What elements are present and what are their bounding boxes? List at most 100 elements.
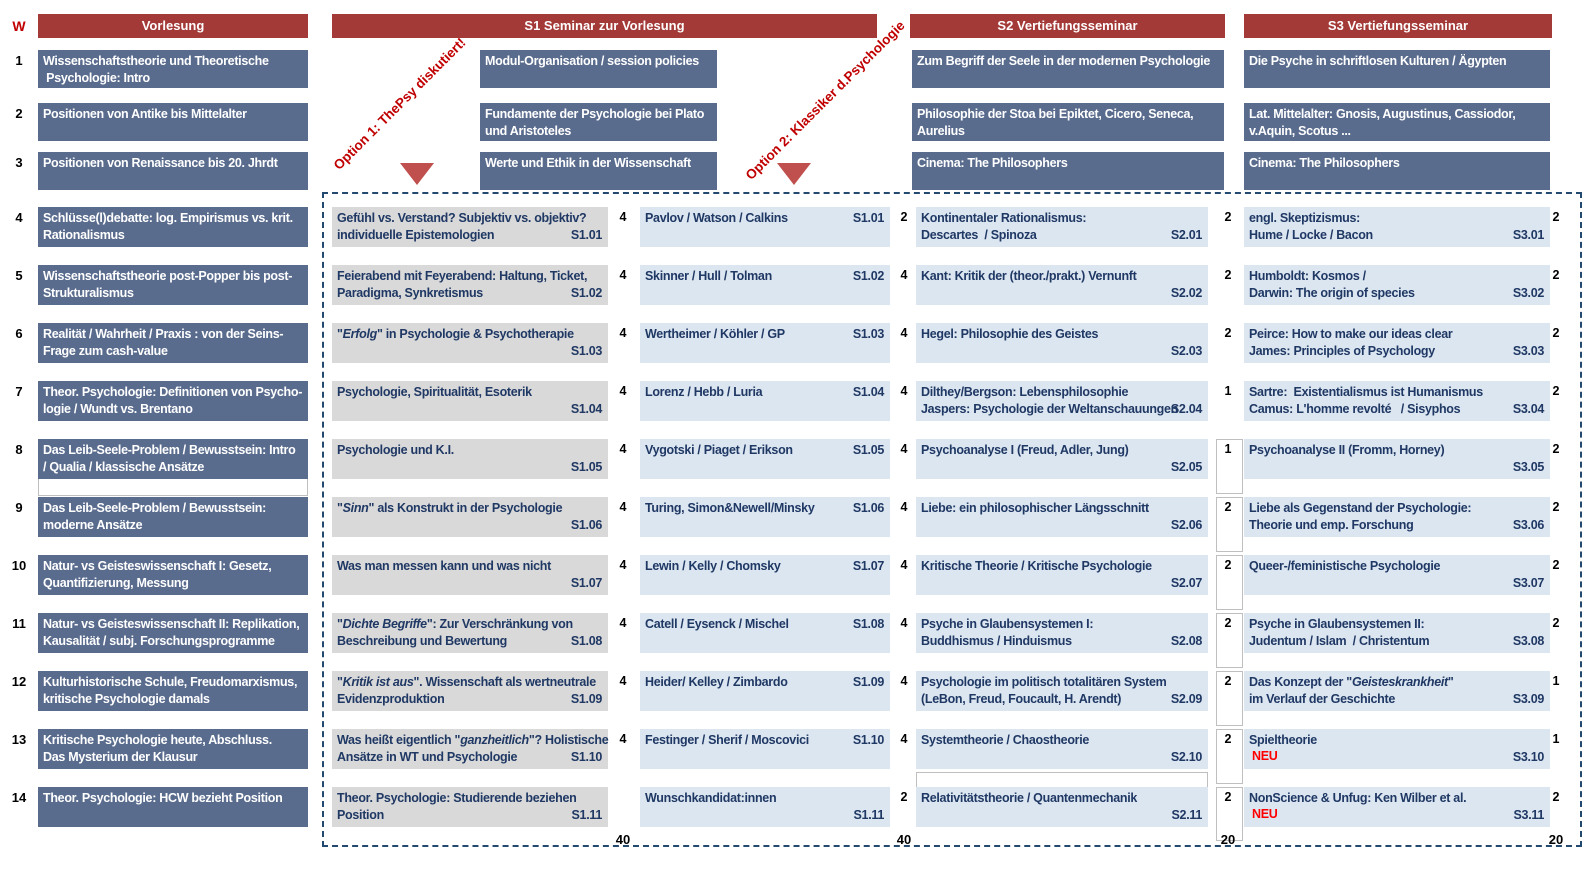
s1b-cell[interactable]: Skinner / Hull / Tolman S1.02 — [640, 265, 890, 305]
s2-cell[interactable]: Psychoanalyse I (Freud, Adler, Jung) S2.0… — [916, 439, 1208, 479]
s1a-cell[interactable]: "Erfolg" in Psychologie & Psychotherapie… — [332, 323, 608, 363]
s3-intro-cell[interactable]: Cinema: The Philosophers — [1244, 152, 1550, 190]
s3-cell[interactable]: Psychoanalyse II (Fromm, Horney) S3.05 — [1244, 439, 1550, 479]
slot-count[interactable]: 4 — [900, 384, 908, 398]
slot-count[interactable]: 2 — [1552, 210, 1560, 224]
s1b-cell[interactable]: Lorenz / Hebb / Luria S1.04 — [640, 381, 890, 421]
s3-cell[interactable]: Peirce: How to make our ideas clear Jame… — [1244, 323, 1550, 363]
slot-count[interactable]: 4 — [619, 442, 627, 456]
slot-count[interactable]: 2 — [1552, 500, 1560, 514]
slot-count[interactable]: 4 — [900, 616, 908, 630]
s2-cell[interactable]: Dilthey/Bergson: Lebensphilosophie Jaspe… — [916, 381, 1208, 421]
slot-count[interactable]: 4 — [619, 210, 627, 224]
vorlesung-cell[interactable]: Kritische Psychologie heute, Abschluss. … — [38, 729, 308, 769]
s2-cell[interactable]: Liebe: ein philosophischer Längsschnitt S… — [916, 497, 1208, 537]
s2-intro-cell[interactable]: Cinema: The Philosophers — [912, 152, 1224, 190]
s1b-cell[interactable]: Heider/ Kelley / Zimbardo S1.09 — [640, 671, 890, 711]
slot-count[interactable]: 2 — [1224, 326, 1232, 340]
slot-count[interactable]: 2 — [900, 210, 908, 224]
slot-count[interactable]: 2 — [1552, 442, 1560, 456]
week-number[interactable]: 2 — [15, 106, 23, 121]
vorlesung-cell[interactable]: Wissenschaftstheorie und Theoretische Ps… — [38, 50, 308, 88]
s1a-cell[interactable]: Theor. Psychologie: Studierende beziehen… — [332, 787, 608, 827]
slot-count[interactable]: 4 — [900, 268, 908, 282]
slot-count[interactable]: 2 — [1224, 210, 1232, 224]
slot-count[interactable]: 2 — [1224, 732, 1232, 746]
s1-header[interactable]: S1 Seminar zur Vorlesung — [332, 14, 877, 38]
week-number[interactable]: 13 — [11, 732, 27, 747]
total-s1a[interactable]: 40 — [615, 832, 631, 847]
vorlesung-cell[interactable]: Theor. Psychologie: HCW bezieht Position — [38, 787, 308, 827]
week-number[interactable]: 5 — [15, 268, 23, 283]
slot-count[interactable]: 2 — [1552, 790, 1560, 804]
slot-count[interactable]: 4 — [619, 268, 627, 282]
s1a-cell[interactable]: Was heißt eigentlich "ganzheitlich"? Hol… — [332, 729, 609, 769]
slot-count[interactable]: 2 — [1224, 674, 1232, 688]
week-number[interactable]: 4 — [15, 210, 23, 225]
slot-count[interactable]: 1 — [1552, 674, 1560, 688]
vorlesung-cell[interactable]: Kulturhistorische Schule, Freudomarxismu… — [38, 671, 308, 711]
slot-count[interactable]: 4 — [900, 732, 908, 746]
slot-count[interactable]: 4 — [900, 558, 908, 572]
vorlesung-cell[interactable]: Wissenschaftstheorie post-Popper bis pos… — [38, 265, 308, 305]
s2-cell[interactable]: Psyche in Glaubensystemen I: Buddhismus … — [916, 613, 1208, 653]
s2-intro-cell[interactable]: Philosophie der Stoa bei Epiktet, Cicero… — [912, 103, 1224, 141]
slot-count[interactable]: 2 — [1552, 268, 1560, 282]
slot-count[interactable]: 4 — [900, 674, 908, 688]
vorlesung-header[interactable]: Vorlesung — [38, 14, 308, 38]
slot-count[interactable]: 2 — [1224, 558, 1232, 572]
s3-intro-cell[interactable]: Die Psyche in schriftlosen Kulturen / Äg… — [1244, 50, 1550, 88]
vorlesung-cell[interactable]: Schlüsse(l)debatte: log. Empirismus vs. … — [38, 207, 308, 247]
s3-cell[interactable]: Humboldt: Kosmos / Darwin: The origin of… — [1244, 265, 1550, 305]
s1b-cell[interactable]: Festinger / Sherif / Moscovici S1.10 — [640, 729, 890, 769]
week-number[interactable]: 7 — [15, 384, 23, 399]
slot-count[interactable]: 1 — [1552, 732, 1560, 746]
s1-intro-cell[interactable]: Werte und Ethik in der Wissenschaft — [480, 152, 717, 190]
s2-header[interactable]: S2 Vertiefungsseminar — [910, 14, 1225, 38]
total-s1b[interactable]: 40 — [896, 832, 912, 847]
slot-count[interactable]: 2 — [1552, 558, 1560, 572]
s1b-cell[interactable]: Vygotski / Piaget / Erikson S1.05 — [640, 439, 890, 479]
s1a-cell[interactable]: Gefühl vs. Verstand? Subjektiv vs. objek… — [332, 207, 608, 247]
s2-cell[interactable]: Kritische Theorie / Kritische Psychologi… — [916, 555, 1208, 595]
vorlesung-cell[interactable]: Das Leib-Seele-Problem / Bewusstsein: mo… — [38, 497, 308, 537]
slot-count[interactable]: 2 — [1552, 326, 1560, 340]
vorlesung-cell[interactable]: Positionen von Renaissance bis 20. Jhrdt — [38, 152, 308, 190]
s2-cell[interactable]: Psychologie im politisch totalitären Sys… — [916, 671, 1208, 711]
s2-cell[interactable]: Systemtheorie / Chaostheorie S2.10 — [916, 729, 1208, 769]
s1b-cell[interactable]: Pavlov / Watson / Calkins S1.01 — [640, 207, 890, 247]
week-number[interactable]: 10 — [11, 558, 27, 573]
slot-count[interactable]: 4 — [900, 326, 908, 340]
week-number[interactable]: 11 — [12, 616, 26, 631]
week-number[interactable]: 12 — [11, 674, 27, 689]
s3-cell[interactable]: engl. Skeptizismus: Hume / Locke / Bacon… — [1244, 207, 1550, 247]
s3-cell[interactable]: NonScience & Unfug: Ken Wilber et al. NEU… — [1244, 787, 1550, 827]
s1-intro-cell[interactable]: Fundamente der Psychologie bei Plato und… — [480, 103, 717, 141]
slot-count[interactable] — [610, 790, 636, 808]
s1b-cell[interactable]: Turing, Simon&Newell/Minsky S1.06 — [640, 497, 890, 537]
slot-count[interactable]: 2 — [1224, 268, 1232, 282]
s3-cell[interactable]: Sartre: Existentialismus ist Humanismus … — [1244, 381, 1550, 421]
slot-count[interactable]: 2 — [1552, 616, 1560, 630]
s2-intro-cell[interactable]: Zum Begriff der Seele in der modernen Ps… — [912, 50, 1224, 88]
slot-count[interactable]: 4 — [619, 616, 627, 630]
week-number[interactable]: 9 — [15, 500, 23, 515]
s1b-cell[interactable]: Catell / Eysenck / Mischel S1.08 — [640, 613, 890, 653]
slot-count[interactable]: 4 — [900, 500, 908, 514]
week-number[interactable]: 1 — [15, 53, 23, 68]
vorlesung-cell[interactable]: Positionen von Antike bis Mittelalter — [38, 103, 308, 141]
slot-count[interactable]: 4 — [619, 384, 627, 398]
s1a-cell[interactable]: Was man messen kann und was nicht S1.07 — [332, 555, 608, 595]
slot-count[interactable]: 2 — [1552, 384, 1560, 398]
s3-cell[interactable]: Psyche in Glaubensystemen II: Judentum /… — [1244, 613, 1550, 653]
s1a-cell[interactable]: "Sinn" als Konstrukt in der Psychologie S… — [332, 497, 608, 537]
week-number[interactable]: 6 — [15, 326, 23, 341]
week-number[interactable]: 14 — [11, 790, 27, 805]
s1a-cell[interactable]: Psychologie, Spiritualität, Esoterik S1.0… — [332, 381, 608, 421]
total-s2[interactable]: 20 — [1220, 832, 1236, 847]
week-number[interactable]: 3 — [15, 155, 23, 170]
s1b-cell[interactable]: Wunschkandidat:innen S1.11 — [640, 787, 890, 827]
vorlesung-cell[interactable]: Theor. Psychologie: Definitionen von Psy… — [38, 381, 308, 421]
s1a-cell[interactable]: Psychologie und K.I. S1.05 — [332, 439, 608, 479]
slot-count[interactable]: 2 — [1224, 790, 1232, 804]
